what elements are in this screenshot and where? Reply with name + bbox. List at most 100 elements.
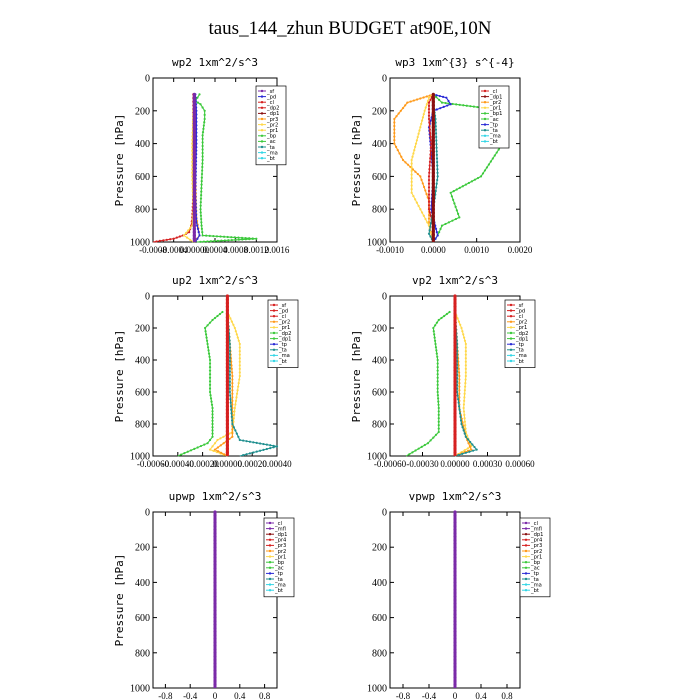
series-marker xyxy=(431,160,435,164)
series-marker xyxy=(451,102,454,106)
series-marker xyxy=(476,176,480,180)
legend-marker xyxy=(272,354,276,357)
legend-entry: _ta xyxy=(278,348,287,354)
series-marker xyxy=(459,323,462,326)
series-marker xyxy=(238,364,241,367)
y-tick-label: 0 xyxy=(382,74,387,85)
y-tick-label: 400 xyxy=(372,356,387,367)
legend-entry: _ta xyxy=(266,145,275,151)
series-marker xyxy=(213,316,217,320)
series-marker xyxy=(495,151,498,154)
legend-marker xyxy=(524,572,528,575)
series-marker xyxy=(470,448,473,451)
legend-marker xyxy=(260,89,264,93)
legend-entry: _pr1 xyxy=(515,325,527,331)
series-marker xyxy=(199,197,203,200)
series-marker xyxy=(455,209,458,212)
series-marker xyxy=(453,312,457,316)
series-marker xyxy=(208,362,212,365)
legend-marker xyxy=(509,348,513,351)
series-marker xyxy=(439,107,442,110)
legend-marker xyxy=(260,123,264,126)
series-marker xyxy=(198,93,201,96)
series-marker xyxy=(199,201,202,204)
series-marker xyxy=(404,161,407,164)
series-marker xyxy=(453,510,457,514)
y-tick-label: 0 xyxy=(145,292,150,303)
series-marker xyxy=(228,342,231,346)
series-marker xyxy=(431,125,435,129)
series-marker xyxy=(431,236,435,240)
chart-title: up2 1xm^2/s^3 xyxy=(172,274,258,287)
series-marker xyxy=(437,397,440,400)
legend-entry: _ac xyxy=(266,139,276,145)
y-tick-label: 400 xyxy=(372,139,387,150)
series-marker xyxy=(464,382,467,385)
legend-entry: _cl xyxy=(274,521,282,527)
x-tick-label: 0.0008 xyxy=(223,245,248,255)
series-marker xyxy=(429,131,432,135)
series-marker xyxy=(428,229,431,232)
series-marker xyxy=(464,385,467,388)
series-marker xyxy=(225,344,229,348)
y-tick-label: 600 xyxy=(372,613,387,624)
y-tick-label: 0 xyxy=(145,508,150,519)
series-marker xyxy=(238,378,241,381)
series-marker xyxy=(201,148,204,151)
series-marker xyxy=(473,178,477,181)
series-marker xyxy=(227,239,230,242)
series-marker xyxy=(422,214,425,217)
series-marker xyxy=(225,443,229,447)
series-marker xyxy=(461,421,464,424)
series-marker xyxy=(429,149,432,152)
y-tick-label: 1000 xyxy=(130,684,150,695)
series-marker xyxy=(213,679,217,683)
series-marker xyxy=(203,121,206,124)
series-marker xyxy=(225,425,229,430)
series-marker xyxy=(435,150,438,153)
series-marker xyxy=(200,183,203,186)
series-marker xyxy=(192,118,196,122)
series-marker xyxy=(458,392,461,395)
series-marker xyxy=(462,406,465,410)
series-marker xyxy=(479,175,483,178)
legend-marker xyxy=(524,549,528,553)
series-marker xyxy=(411,155,414,158)
series-marker xyxy=(422,112,425,116)
series-marker xyxy=(238,371,241,374)
legend-marker xyxy=(268,589,272,592)
series-marker xyxy=(435,349,438,352)
series-marker xyxy=(427,217,431,220)
series-marker xyxy=(427,175,431,178)
legend-marker xyxy=(268,555,272,558)
series-marker xyxy=(192,202,196,206)
series-marker xyxy=(255,450,258,453)
series-marker xyxy=(431,214,435,219)
chart-panel-5: upwp 1xm^2/s^3 Pressure [hPa] 0 200 400 600 80… xyxy=(113,490,295,700)
legend-marker xyxy=(483,117,487,121)
series-marker xyxy=(219,444,222,447)
legend-entry: _pr1 xyxy=(530,554,542,560)
series-marker xyxy=(435,157,439,160)
series-marker xyxy=(435,352,438,355)
series-marker xyxy=(233,410,236,413)
series-marker xyxy=(192,176,196,180)
series-marker xyxy=(431,171,435,175)
y-axis-label: Pressure [hPa] xyxy=(113,330,126,423)
series-marker xyxy=(435,153,438,156)
series-marker xyxy=(453,369,457,373)
series-marker xyxy=(453,612,457,616)
series-marker xyxy=(433,333,436,336)
series-marker xyxy=(453,376,457,380)
series-marker xyxy=(212,234,215,238)
legend-entry: _tp xyxy=(274,571,284,577)
series-marker xyxy=(436,160,439,164)
series-marker xyxy=(410,173,413,176)
series-marker xyxy=(231,428,234,431)
series-marker xyxy=(200,194,203,197)
series-marker xyxy=(242,439,245,442)
series-marker xyxy=(451,219,454,222)
series-marker xyxy=(229,401,232,404)
series-marker xyxy=(445,312,448,316)
series-marker xyxy=(201,131,205,134)
